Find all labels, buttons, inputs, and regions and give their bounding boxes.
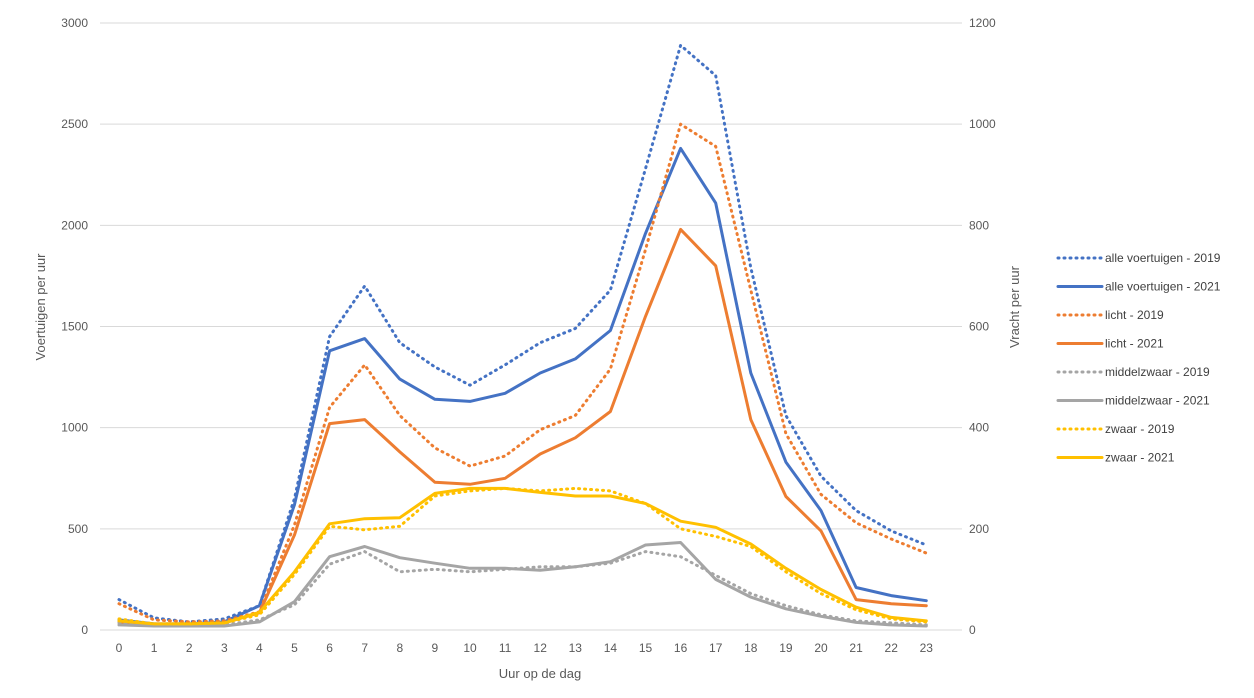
legend-label: middelzwaar - 2019 [1105, 365, 1210, 379]
series-line-6 [117, 486, 928, 626]
series-line-2 [117, 122, 928, 624]
right-axis-ticks: 0 200 400 600 800 1000 1200 [969, 16, 996, 637]
x-tick-label: 19 [779, 641, 793, 655]
series-line-7 [117, 486, 928, 626]
series-lines [117, 43, 928, 628]
x-tick-label: 0 [116, 641, 123, 655]
y-tick-label: 3000 [61, 16, 88, 30]
legend-label: alle voertuigen - 2019 [1105, 251, 1221, 265]
x-tick-label: 22 [885, 641, 899, 655]
y-tick-label: 2500 [61, 117, 88, 131]
x-tick-label: 21 [849, 641, 863, 655]
x-tick-label: 12 [534, 641, 548, 655]
y2-tick-label: 1000 [969, 117, 996, 131]
y2-tick-label: 800 [969, 218, 989, 232]
x-tick-label: 8 [396, 641, 403, 655]
x-tick-label: 5 [291, 641, 298, 655]
x-tick-label: 13 [569, 641, 583, 655]
x-tick-label: 6 [326, 641, 333, 655]
x-tick-label: 20 [814, 641, 828, 655]
y-axis-title: Voertuigen per uur [33, 253, 48, 361]
gridlines [100, 22, 962, 631]
y2-tick-label: 200 [969, 522, 989, 536]
legend-label: licht - 2019 [1105, 308, 1164, 322]
x-axis-title: Uur op de dag [499, 666, 581, 681]
y2-tick-label: 600 [969, 320, 989, 334]
series-line-0 [117, 43, 928, 624]
x-tick-label: 4 [256, 641, 263, 655]
y-tick-label: 0 [81, 623, 88, 637]
left-axis-ticks: 0 500 1000 1500 2000 2500 3000 [61, 16, 88, 637]
series-line-5 [117, 541, 928, 628]
x-tick-label: 23 [920, 641, 934, 655]
x-tick-label: 15 [639, 641, 653, 655]
legend: alle voertuigen - 2019 alle voertuigen - … [1056, 251, 1221, 465]
series-line-3 [117, 227, 928, 627]
x-tick-label: 17 [709, 641, 723, 655]
legend-label: alle voertuigen - 2021 [1105, 280, 1221, 294]
x-tick-label: 14 [604, 641, 618, 655]
x-tick-label: 11 [499, 641, 512, 655]
legend-label: licht - 2021 [1105, 337, 1164, 351]
legend-label: zwaar - 2019 [1105, 422, 1175, 436]
legend-label: zwaar - 2021 [1105, 451, 1175, 465]
x-tick-label: 2 [186, 641, 193, 655]
x-tick-label: 1 [151, 641, 158, 655]
x-tick-label: 16 [674, 641, 688, 655]
x-axis-ticks: 0 1 2 3 4 5 6 7 8 9 10 11 12 13 14 15 16 17 18 19 20 21 22 23 [116, 641, 934, 655]
y2-axis-title: Vracht per uur [1007, 265, 1022, 348]
legend-label: middelzwaar - 2021 [1105, 394, 1210, 408]
x-tick-label: 3 [221, 641, 228, 655]
y2-tick-label: 0 [969, 623, 976, 637]
y-tick-label: 1000 [61, 421, 88, 435]
series-line-1 [117, 146, 928, 626]
x-tick-label: 18 [744, 641, 758, 655]
y2-tick-label: 1200 [969, 16, 996, 30]
x-tick-label: 7 [361, 641, 368, 655]
x-tick-label: 9 [432, 641, 439, 655]
y-tick-label: 2000 [61, 218, 88, 232]
x-tick-label: 10 [463, 641, 477, 655]
y-tick-label: 500 [68, 522, 88, 536]
y-tick-label: 1500 [61, 320, 88, 334]
y2-tick-label: 400 [969, 421, 989, 435]
